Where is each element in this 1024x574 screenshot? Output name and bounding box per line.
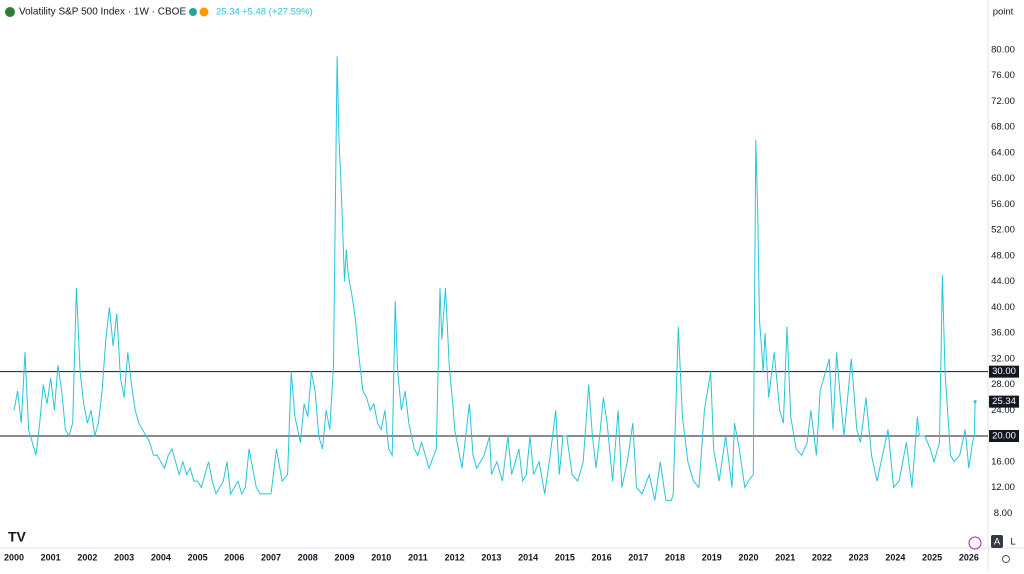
logo[interactable]: TV [8, 529, 27, 545]
y-tick-label: 44.00 [991, 276, 1015, 287]
y-tick-label: 8.00 [994, 508, 1013, 519]
price-change: +5.48 (+27.59%) [242, 7, 313, 18]
x-tick-label: 2019 [702, 552, 722, 562]
y-tick-label: 56.00 [991, 199, 1015, 210]
settings-icon[interactable] [1002, 555, 1010, 563]
y-tick-label: 16.00 [991, 456, 1015, 467]
x-tick-label: 2003 [114, 552, 134, 562]
y-tick-label: 52.00 [991, 225, 1015, 236]
x-tick-label: 2010 [371, 552, 391, 562]
status-dot [189, 8, 197, 16]
x-tick-label: 2024 [885, 552, 905, 562]
symbol-icon[interactable] [5, 7, 15, 17]
flash-icon[interactable] [968, 536, 982, 550]
x-tick-label: 2025 [922, 552, 942, 562]
y-tick-label: 40.00 [991, 302, 1015, 313]
x-tick-label: 2026 [959, 552, 979, 562]
price-tag-bg [989, 430, 1019, 443]
last-price: 25.34 [216, 7, 240, 18]
last-point [973, 400, 977, 404]
log-button[interactable]: L [1010, 537, 1015, 548]
y-tick-label: 48.00 [991, 250, 1015, 261]
y-tick-label: 76.00 [991, 70, 1015, 81]
x-tick-label: 2018 [665, 552, 685, 562]
x-tick-label: 2004 [151, 552, 171, 562]
x-tick-label: 2015 [555, 552, 575, 562]
series-line [13, 56, 976, 501]
x-tick-label: 2009 [334, 552, 354, 562]
x-tick-label: 2013 [481, 552, 501, 562]
last-price-tag: 25.34 [992, 396, 1016, 407]
x-tick-label: 2005 [188, 552, 208, 562]
last-price-tag-bg [989, 395, 1019, 408]
chart-title: Volatility S&P 500 Index · 1W · CBOE [19, 7, 186, 18]
y-tick-label: 24.00 [991, 405, 1015, 416]
x-tick-label: 2020 [738, 552, 758, 562]
delay-icon [199, 7, 209, 17]
x-tick-label: 2001 [41, 552, 61, 562]
y-tick-label: 64.00 [991, 147, 1015, 158]
auto-button-bg[interactable] [991, 535, 1003, 548]
x-tick-label: 2012 [445, 552, 465, 562]
y-tick-label: 36.00 [991, 328, 1015, 339]
auto-button[interactable]: A [994, 537, 1001, 548]
x-tick-label: 2002 [77, 552, 97, 562]
y-tick-label: 80.00 [991, 44, 1015, 55]
y-tick-label: 68.00 [991, 122, 1015, 133]
y-tick-label: 60.00 [991, 173, 1015, 184]
price-tag: 30.00 [992, 366, 1016, 377]
x-tick-label: 2014 [518, 552, 538, 562]
price-tag: 20.00 [992, 431, 1016, 442]
x-tick-label: 2017 [628, 552, 648, 562]
x-tick-label: 2006 [224, 552, 244, 562]
x-tick-label: 2011 [408, 552, 428, 562]
x-tick-label: 2000 [4, 552, 24, 562]
price-tag-bg [989, 365, 1019, 378]
unit-label: point [993, 7, 1014, 18]
y-tick-label: 72.00 [991, 96, 1015, 107]
x-tick-label: 2023 [849, 552, 869, 562]
x-tick-label: 2022 [812, 552, 832, 562]
y-tick-label: 32.00 [991, 353, 1015, 364]
x-tick-label: 2007 [261, 552, 281, 562]
y-tick-label: 28.00 [991, 379, 1015, 390]
x-tick-label: 2008 [298, 552, 318, 562]
y-tick-label: 12.00 [991, 482, 1015, 493]
x-tick-label: 2016 [592, 552, 612, 562]
x-tick-label: 2021 [775, 552, 795, 562]
